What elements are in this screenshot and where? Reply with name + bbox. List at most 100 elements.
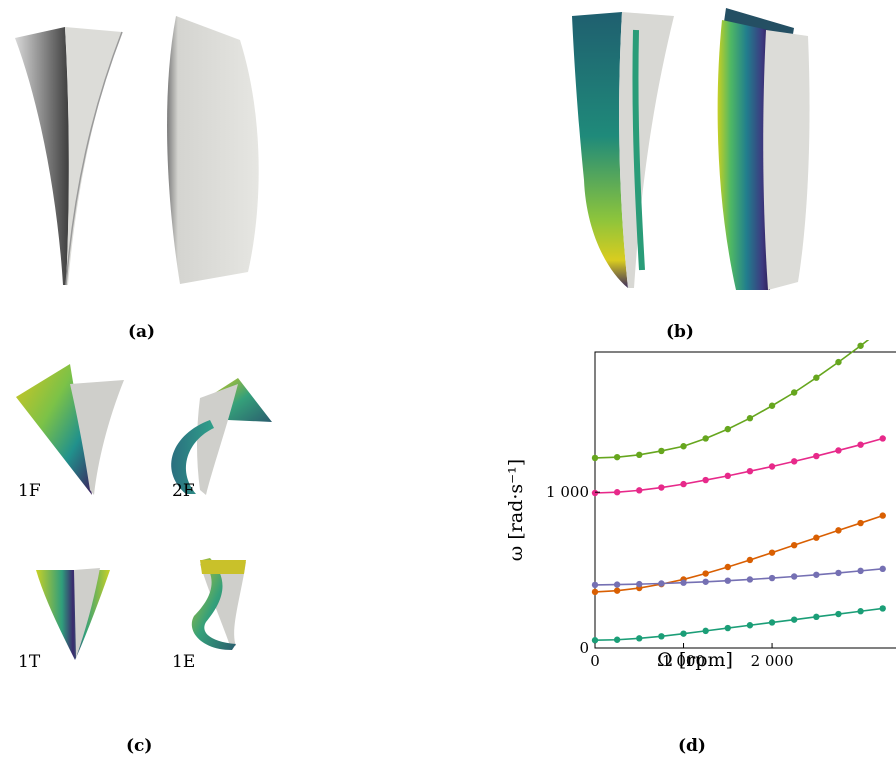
mode-label-1e: 1E [172, 652, 196, 672]
plot-frame [594, 351, 896, 649]
series-point-3 [591, 588, 599, 596]
series-point-2 [613, 489, 621, 496]
series-point-4 [857, 567, 864, 575]
series-point-2 [768, 463, 776, 470]
series-point-5 [702, 627, 709, 635]
series-line-2 [594, 437, 883, 494]
series-point-5 [746, 622, 754, 629]
x-tick-label: 2 000 [751, 652, 794, 670]
series-point-5 [724, 624, 731, 632]
series-point-5 [790, 616, 798, 623]
series-point-5 [680, 630, 687, 637]
frequency-chart: 0 1 000 2 000 0 1 000 Ω [rpm] ω [rad·s⁻¹] [505, 340, 896, 671]
series-point-1 [613, 453, 621, 461]
series-point-3 [813, 534, 820, 541]
series-point-1 [768, 402, 776, 409]
blade-front-view [167, 16, 259, 284]
series-point-1 [724, 425, 731, 433]
series-point-4 [591, 581, 599, 589]
mode-label-1t: 1T [18, 652, 41, 672]
series-point-2 [636, 487, 643, 494]
mode-2f-shape [171, 378, 272, 495]
series-point-1 [857, 342, 864, 349]
series-point-2 [813, 452, 820, 460]
series-point-4 [835, 569, 842, 577]
series-line-5 [594, 607, 883, 642]
mode-shapes-figure [16, 364, 272, 660]
deformed-side-view [572, 12, 674, 288]
series-point-2 [680, 480, 687, 488]
caption-b: (b) [666, 322, 694, 342]
series-line-1 [594, 340, 870, 459]
series-point-4 [658, 580, 665, 587]
x-axis-label: Ω [rpm] [657, 649, 733, 671]
series-point-1 [658, 447, 665, 455]
mode-1t-shape [36, 568, 110, 660]
mode-1f-shape [16, 364, 124, 495]
series-point-4 [702, 578, 709, 585]
blade-deformed-figure [572, 8, 810, 290]
series-point-3 [768, 549, 776, 556]
series-point-1 [702, 435, 709, 442]
series-point-1 [813, 374, 820, 381]
series-point-5 [768, 619, 776, 626]
series-point-3 [857, 519, 864, 527]
series-point-4 [746, 576, 754, 583]
series-point-3 [879, 512, 886, 519]
mode-label-1f: 1F [18, 481, 41, 501]
y-tick-label: 1 000 [546, 483, 589, 501]
series-point-5 [857, 608, 864, 615]
mode-1e-shape [191, 558, 246, 650]
series-point-4 [613, 581, 621, 588]
series-point-2 [857, 441, 864, 448]
series-point-4 [813, 571, 820, 578]
series-line-3 [594, 514, 883, 593]
series-point-5 [813, 613, 820, 621]
series-point-2 [879, 435, 886, 442]
series-point-4 [680, 579, 687, 586]
series-point-5 [613, 636, 621, 643]
series-point-4 [768, 574, 776, 582]
series-point-4 [724, 577, 731, 584]
caption-c: (c) [126, 736, 153, 756]
series-point-3 [613, 587, 621, 594]
series-point-2 [658, 484, 665, 491]
series-point-1 [790, 389, 798, 396]
series-point-1 [591, 454, 599, 462]
blade-side-view [15, 27, 123, 286]
series-point-4 [790, 573, 798, 580]
chart-series-group [591, 340, 886, 644]
series-point-1 [746, 415, 754, 422]
chart-ticks: 0 1 000 2 000 0 1 000 [546, 483, 793, 670]
series-point-5 [658, 633, 665, 640]
caption-d: (d) [678, 736, 706, 756]
series-point-1 [835, 358, 842, 366]
x-tick-label: 1 000 [662, 652, 705, 670]
series-point-1 [636, 451, 643, 459]
chart-axes [594, 351, 896, 649]
deformed-front-view [717, 8, 810, 290]
y-tick-label: 0 [579, 639, 589, 657]
series-point-3 [835, 527, 842, 534]
y-axis-label: ω [rad·s⁻¹] [505, 459, 527, 561]
caption-a: (a) [128, 322, 156, 342]
series-point-3 [702, 570, 709, 577]
series-point-5 [591, 637, 599, 644]
series-point-2 [835, 447, 842, 454]
series-point-5 [835, 610, 842, 618]
series-point-1 [680, 443, 687, 450]
x-tick-label: 0 [590, 652, 600, 670]
mode-label-2f: 2F [172, 481, 195, 501]
series-point-4 [879, 565, 886, 573]
series-point-5 [879, 605, 886, 612]
series-point-5 [636, 635, 643, 642]
series-line-4 [594, 568, 883, 586]
series-point-2 [790, 458, 798, 465]
series-point-3 [790, 541, 798, 549]
series-point-2 [746, 467, 754, 475]
series-point-2 [724, 472, 731, 480]
series-point-2 [702, 476, 709, 484]
series-point-3 [724, 563, 731, 571]
series-point-4 [636, 580, 643, 588]
series-point-3 [746, 556, 754, 564]
